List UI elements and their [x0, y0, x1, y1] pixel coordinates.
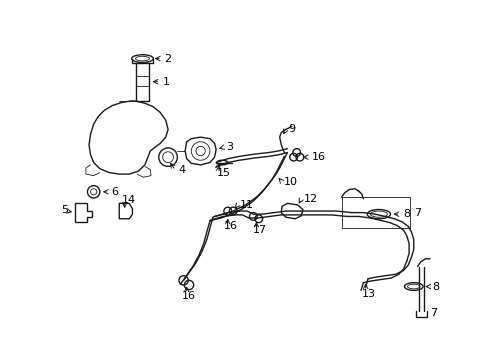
Text: 11: 11 [240, 200, 254, 210]
Text: 9: 9 [287, 125, 295, 134]
Text: 2: 2 [164, 54, 171, 64]
Text: 1: 1 [163, 77, 169, 87]
Text: 5: 5 [61, 204, 68, 215]
Text: 14: 14 [122, 194, 136, 204]
Text: 10: 10 [284, 177, 298, 187]
Text: 15: 15 [217, 167, 230, 177]
Text: 16: 16 [311, 152, 325, 162]
Text: 12: 12 [303, 194, 317, 204]
Text: 7: 7 [429, 308, 436, 318]
Text: 13: 13 [361, 289, 375, 299]
Text: 8: 8 [402, 209, 409, 219]
Text: 17: 17 [253, 225, 267, 235]
Text: 8: 8 [431, 282, 439, 292]
Text: 7: 7 [413, 208, 420, 217]
Text: 6: 6 [111, 187, 118, 197]
Text: 16: 16 [182, 291, 196, 301]
Text: 3: 3 [226, 142, 233, 152]
Text: 16: 16 [224, 221, 237, 231]
Text: 4: 4 [178, 165, 185, 175]
